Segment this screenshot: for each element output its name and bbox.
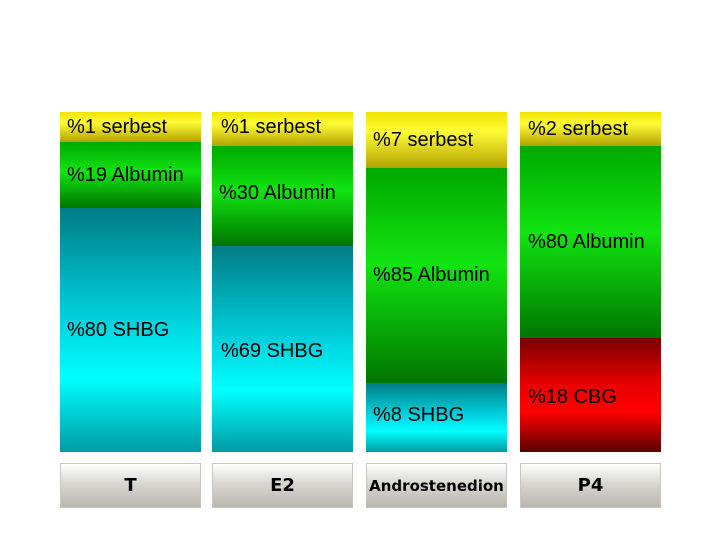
- data-label: %19 Albumin: [67, 164, 184, 186]
- bar-segment-albumin: [212, 146, 353, 246]
- bar-segment-albumin: [60, 142, 201, 208]
- bar-segment-serbest: [212, 112, 353, 146]
- category-label: P4: [520, 463, 661, 508]
- data-label: %18 CBG: [528, 386, 617, 408]
- bar-segment-albumin: [520, 146, 661, 338]
- category-label: E2: [212, 463, 353, 508]
- bar-segment-serbest: [366, 112, 507, 168]
- bar-segment-shbg: [60, 208, 201, 452]
- bar-segment-shbg: [366, 383, 507, 452]
- bar-segment-albumin: [366, 168, 507, 383]
- data-label: %8 SHBG: [373, 404, 465, 426]
- bar-segment-cbg: [520, 338, 661, 452]
- data-label: %80 Albumin: [528, 231, 645, 253]
- bar-segment-serbest: [520, 112, 661, 146]
- data-label: %30 Albumin: [219, 182, 336, 204]
- data-label: %85 Albumin: [373, 264, 490, 286]
- data-label: %7 serbest: [373, 129, 474, 151]
- category-label: T: [60, 463, 201, 508]
- data-label: %1 serbest: [67, 116, 168, 138]
- category-label: Androstenedion: [366, 463, 507, 508]
- data-label: %69 SHBG: [221, 340, 324, 362]
- bar-segment-serbest: [60, 112, 201, 142]
- data-label: %80 SHBG: [67, 319, 170, 341]
- data-label: %2 serbest: [528, 118, 629, 140]
- bar-segment-shbg: [212, 246, 353, 452]
- data-label: %1 serbest: [221, 116, 322, 138]
